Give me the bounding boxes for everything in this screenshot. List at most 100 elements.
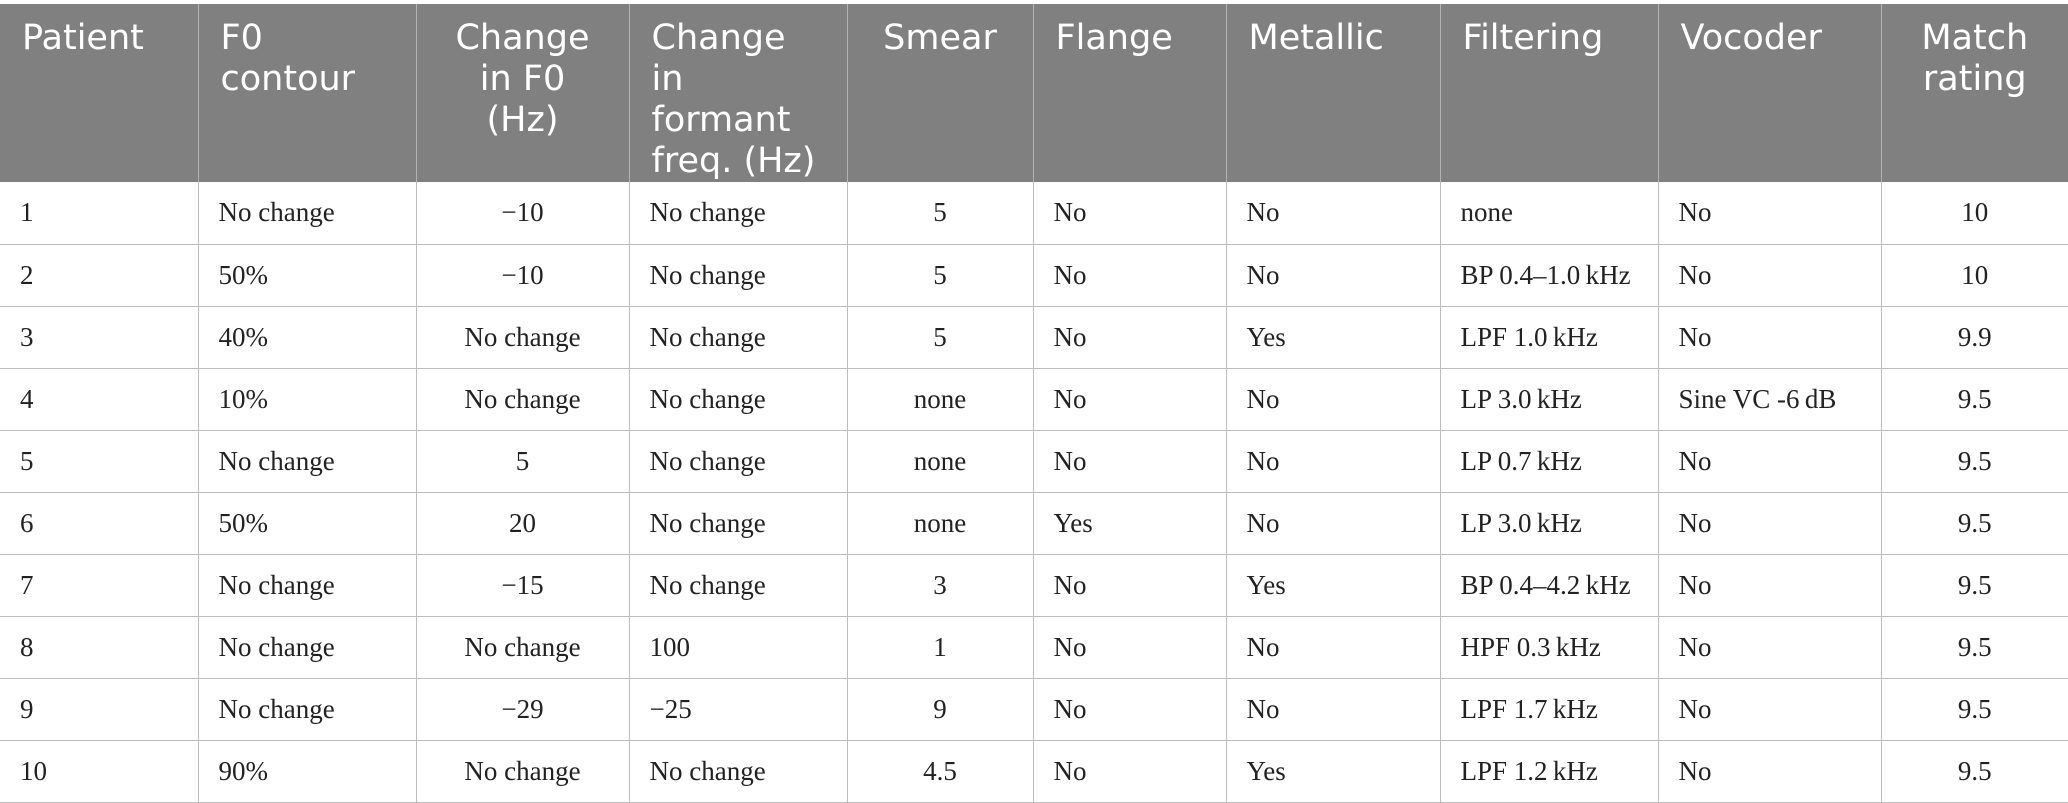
cell-change-in-formant: No change: [629, 430, 848, 493]
cell-change-in-formant: No change: [629, 740, 848, 803]
cell-filtering: LPF 1.0 kHz: [1440, 306, 1659, 369]
cell-metallic: No: [1226, 244, 1441, 307]
cell-metallic: No: [1226, 678, 1441, 741]
cell-flange: No: [1033, 616, 1227, 679]
table-row: 1 No change −10 No change 5 No No none N…: [0, 182, 2068, 245]
cell-smear: 1: [847, 616, 1034, 679]
cell-match-rating: 9.5: [1881, 554, 2068, 617]
header-row: Patient F0 contour Change in F0 (Hz) Cha…: [0, 4, 2068, 182]
cell-change-in-formant: No change: [629, 492, 848, 555]
cell-flange: No: [1033, 244, 1227, 307]
cell-smear: 5: [847, 182, 1034, 245]
cell-metallic: Yes: [1226, 740, 1441, 803]
cell-change-in-formant: No change: [629, 306, 848, 369]
cell-change-in-f0: No change: [416, 616, 630, 679]
cell-match-rating: 9.9: [1881, 306, 2068, 369]
cell-change-in-f0: −10: [416, 182, 630, 245]
cell-filtering: BP 0.4–4.2 kHz: [1440, 554, 1659, 617]
cell-change-in-formant: −25: [629, 678, 848, 741]
cell-match-rating: 9.5: [1881, 492, 2068, 555]
cell-patient: 6: [0, 492, 199, 555]
cell-patient: 10: [0, 740, 199, 803]
cell-vocoder: Sine VC -6 dB: [1658, 368, 1882, 431]
cell-vocoder: No: [1658, 554, 1882, 617]
cell-change-in-f0: −29: [416, 678, 630, 741]
cell-patient: 8: [0, 616, 199, 679]
cell-filtering: LP 3.0 kHz: [1440, 368, 1659, 431]
column-header-smear: Smear: [847, 4, 1034, 182]
cell-change-in-formant: No change: [629, 368, 848, 431]
column-header-metallic: Metallic: [1226, 4, 1441, 182]
cell-filtering: HPF 0.3 kHz: [1440, 616, 1659, 679]
cell-f0-contour: No change: [198, 554, 417, 617]
table-row: 6 50% 20 No change none Yes No LP 3.0 kH…: [0, 492, 2068, 555]
cell-f0-contour: No change: [198, 678, 417, 741]
cell-change-in-formant: No change: [629, 182, 848, 245]
cell-vocoder: No: [1658, 678, 1882, 741]
cell-filtering: LP 0.7 kHz: [1440, 430, 1659, 493]
cell-patient: 4: [0, 368, 199, 431]
cell-flange: No: [1033, 554, 1227, 617]
cell-match-rating: 9.5: [1881, 368, 2068, 431]
cell-f0-contour: No change: [198, 182, 417, 245]
table-row: 2 50% −10 No change 5 No No BP 0.4–1.0 k…: [0, 244, 2068, 307]
cell-smear: 3: [847, 554, 1034, 617]
cell-f0-contour: 10%: [198, 368, 417, 431]
cell-f0-contour: No change: [198, 430, 417, 493]
cell-flange: No: [1033, 740, 1227, 803]
cell-vocoder: No: [1658, 430, 1882, 493]
cell-f0-contour: 90%: [198, 740, 417, 803]
column-header-change-in-formant-freq: Change in formant freq. (Hz): [629, 4, 848, 182]
cell-smear: 5: [847, 306, 1034, 369]
cell-filtering: none: [1440, 182, 1659, 245]
cell-match-rating: 9.5: [1881, 740, 2068, 803]
table-row: 10 90% No change No change 4.5 No Yes LP…: [0, 740, 2068, 803]
cell-smear: none: [847, 368, 1034, 431]
cell-match-rating: 9.5: [1881, 678, 2068, 741]
table-row: 3 40% No change No change 5 No Yes LPF 1…: [0, 306, 2068, 369]
cell-flange: No: [1033, 306, 1227, 369]
cell-patient: 1: [0, 182, 199, 245]
cell-match-rating: 9.5: [1881, 430, 2068, 493]
cell-change-in-f0: No change: [416, 740, 630, 803]
cell-match-rating: 10: [1881, 244, 2068, 307]
cell-f0-contour: No change: [198, 616, 417, 679]
cell-vocoder: No: [1658, 492, 1882, 555]
cell-flange: No: [1033, 368, 1227, 431]
cell-change-in-f0: −10: [416, 244, 630, 307]
cell-patient: 3: [0, 306, 199, 369]
cell-smear: 5: [847, 244, 1034, 307]
cell-patient: 2: [0, 244, 199, 307]
cell-f0-contour: 40%: [198, 306, 417, 369]
cell-filtering: BP 0.4–1.0 kHz: [1440, 244, 1659, 307]
cell-change-in-formant: 100: [629, 616, 848, 679]
cell-vocoder: No: [1658, 182, 1882, 245]
cell-metallic: No: [1226, 368, 1441, 431]
cell-metallic: No: [1226, 616, 1441, 679]
cell-flange: Yes: [1033, 492, 1227, 555]
cell-filtering: LP 3.0 kHz: [1440, 492, 1659, 555]
cell-patient: 7: [0, 554, 199, 617]
cell-smear: none: [847, 430, 1034, 493]
column-header-match-rating: Match rating: [1881, 4, 2068, 182]
cell-patient: 9: [0, 678, 199, 741]
cell-vocoder: No: [1658, 740, 1882, 803]
cell-vocoder: No: [1658, 306, 1882, 369]
cell-change-in-f0: 5: [416, 430, 630, 493]
cell-metallic: Yes: [1226, 306, 1441, 369]
column-header-change-in-f0: Change in F0 (Hz): [416, 4, 630, 182]
cell-change-in-f0: −15: [416, 554, 630, 617]
cell-metallic: No: [1226, 430, 1441, 493]
cell-metallic: Yes: [1226, 554, 1441, 617]
cell-f0-contour: 50%: [198, 244, 417, 307]
cell-vocoder: No: [1658, 244, 1882, 307]
column-header-flange: Flange: [1033, 4, 1227, 182]
column-header-patient: Patient: [0, 4, 199, 182]
table-row: 7 No change −15 No change 3 No Yes BP 0.…: [0, 554, 2068, 617]
cell-f0-contour: 50%: [198, 492, 417, 555]
table-row: 4 10% No change No change none No No LP …: [0, 368, 2068, 431]
cell-match-rating: 10: [1881, 182, 2068, 245]
column-header-f0-contour: F0 contour: [198, 4, 417, 182]
cell-smear: 9: [847, 678, 1034, 741]
cell-flange: No: [1033, 678, 1227, 741]
